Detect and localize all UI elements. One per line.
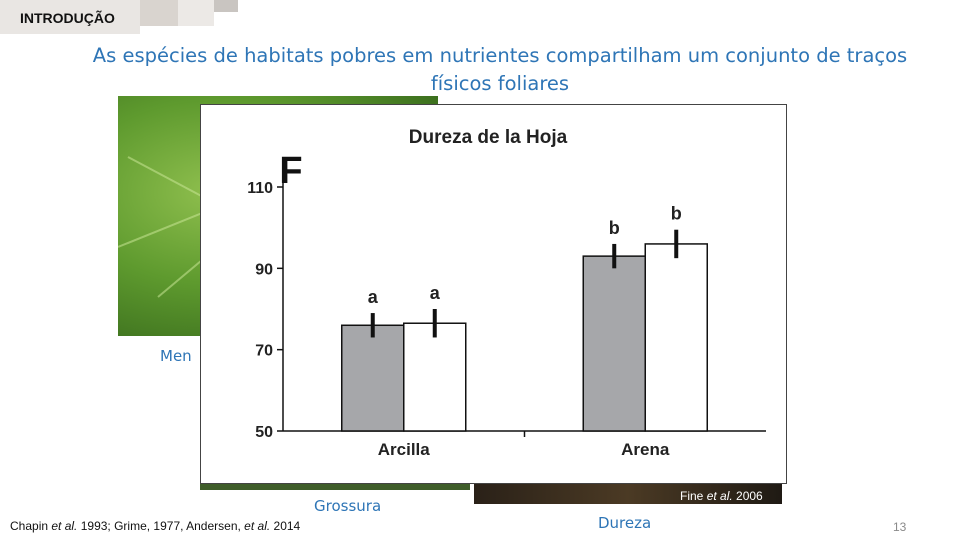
x-tick-label: Arena (621, 440, 670, 459)
section-tag: INTRODUÇÃO (0, 0, 140, 34)
y-tick-label: 90 (255, 261, 273, 278)
label-dureza: Dureza (598, 514, 652, 532)
y-tick-label: 110 (247, 180, 273, 197)
section-tag-label: INTRODUÇÃO (20, 10, 115, 26)
citation: Chapin et al. 1993; Grime, 1977, Anderse… (10, 519, 301, 533)
header-decoration (178, 0, 214, 26)
bar (403, 322, 467, 432)
y-tick-label: 70 (255, 343, 273, 360)
significance-letter: b (609, 218, 620, 238)
photo-credit: Fine et al. 2006 (680, 489, 763, 503)
y-tick-label: 50 (255, 424, 273, 441)
chart-panel: Dureza de la Hoja F 50 70 90 110 Arcilla a a Ar… (200, 104, 787, 484)
page-number: 13 (893, 520, 907, 534)
panel-letter: F (279, 150, 302, 192)
header-decoration (214, 0, 238, 12)
slide-title: As espécies de habitats pobres em nutrie… (92, 44, 908, 95)
x-tick-label: Arcilla (378, 440, 431, 459)
label-left: Men (160, 347, 192, 365)
chart-title: Dureza de la Hoja (409, 127, 568, 148)
significance-letter: b (671, 204, 682, 224)
significance-letter: a (368, 287, 379, 307)
bar (644, 243, 708, 432)
significance-letter: a (430, 283, 441, 303)
plot-area: 50 70 90 110 Arcilla a a Arena b b (247, 180, 766, 459)
label-grossura: Grossura (314, 497, 382, 515)
header-decoration (140, 0, 178, 26)
bar (341, 324, 405, 432)
bar-chart: Dureza de la Hoja F 50 70 90 110 Arcilla a a Ar… (247, 127, 766, 459)
bar (582, 255, 646, 432)
